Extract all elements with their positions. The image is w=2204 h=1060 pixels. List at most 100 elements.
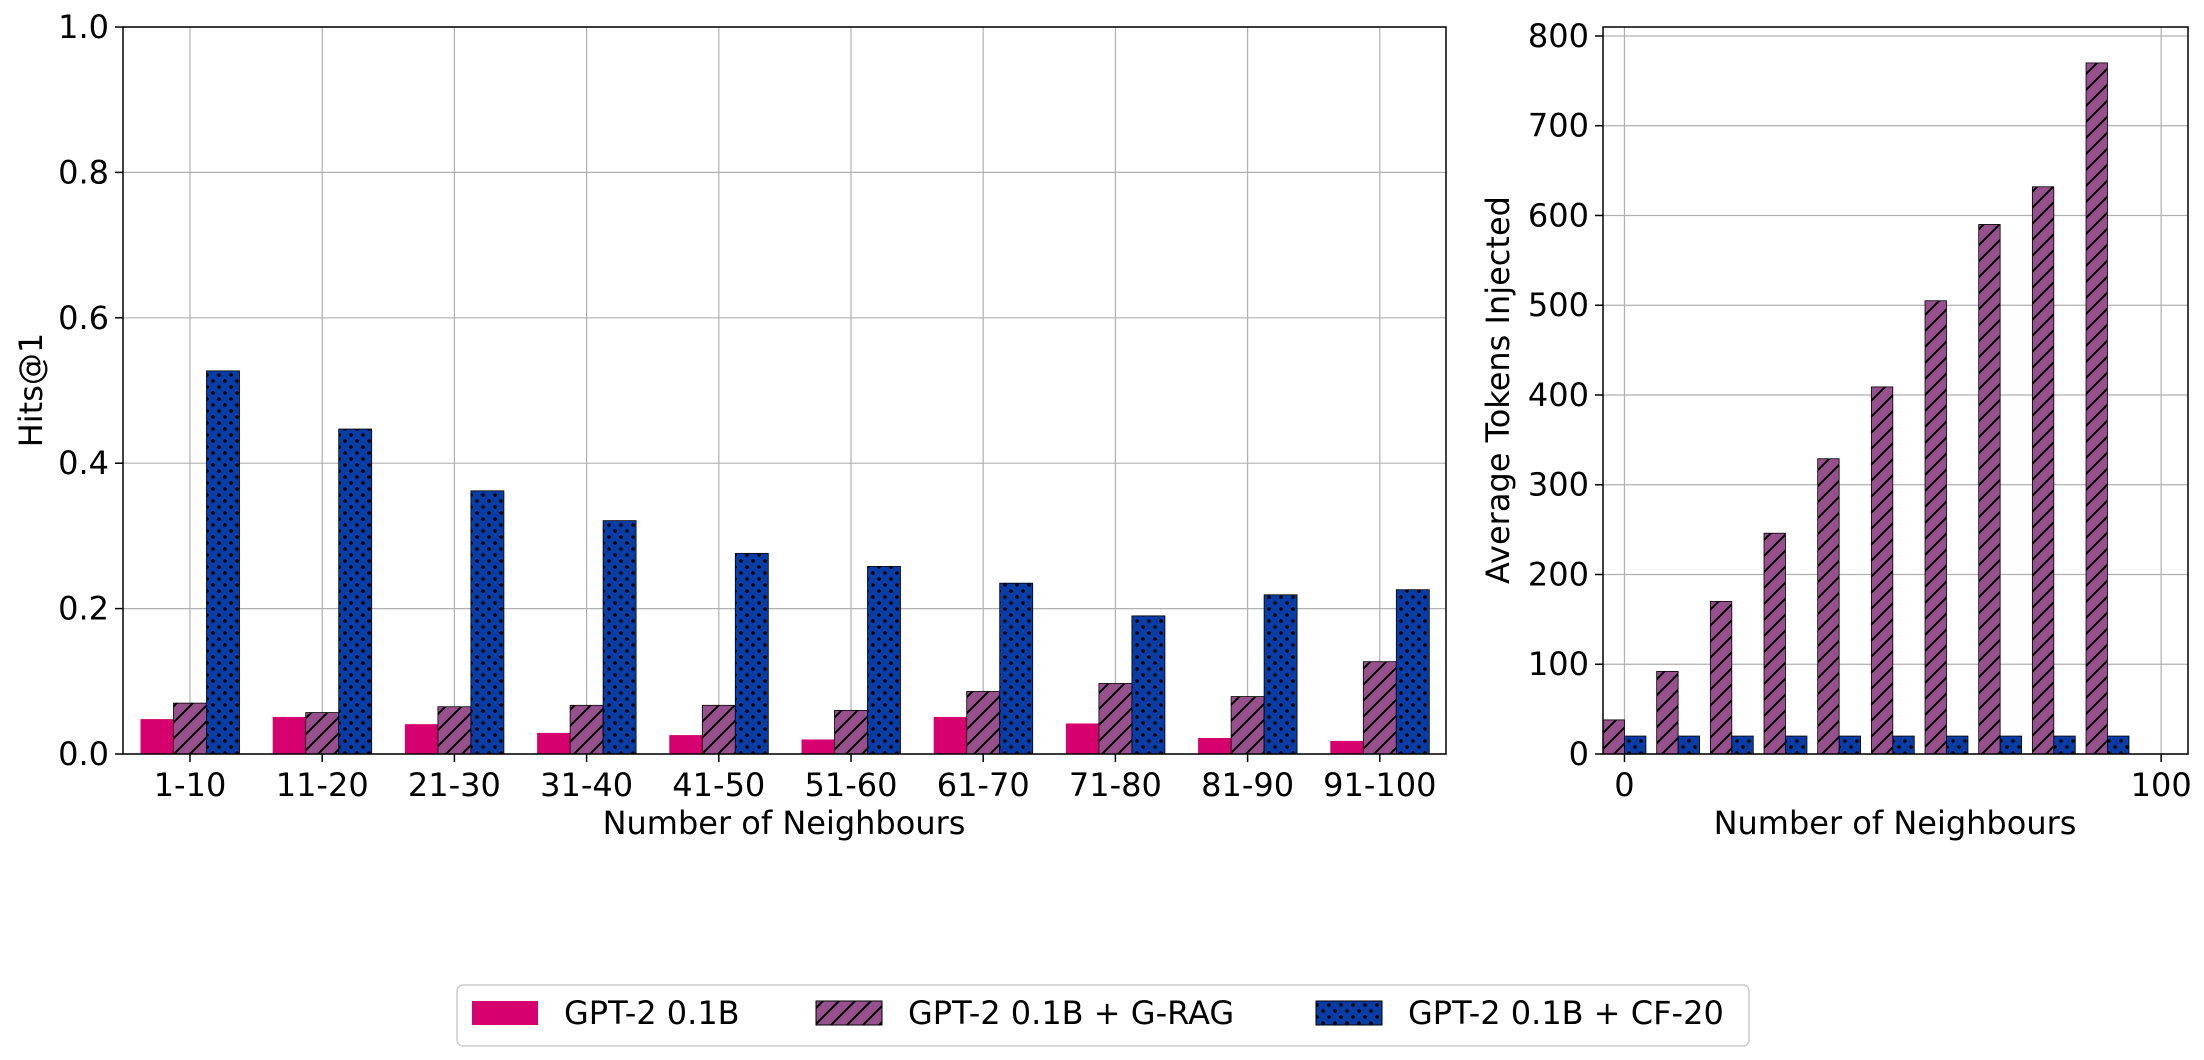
- legend-label-grag: GPT-2 0.1B + G-RAG: [908, 994, 1234, 1032]
- left-chart: 0.0 0.2 0.4 0.6 0.8 1.0 1-10 11-20 21-30 31-40 41…: [12, 8, 1447, 842]
- left-y-tick-label: 1.0: [58, 8, 109, 46]
- left-x-tick-label: 11-20: [276, 766, 369, 804]
- bar-right-series-0: [1602, 719, 1625, 755]
- bar-right-series-1: [1624, 735, 1647, 755]
- right-y-tick-label: 600: [1528, 196, 1589, 234]
- legend-swatch-grag: [815, 1000, 883, 1026]
- right-y-tick-label: 400: [1528, 376, 1589, 414]
- bar-left-series-1: [1362, 661, 1397, 755]
- bar-right-series-0: [2031, 186, 2055, 755]
- left-y-tick-label: 0.0: [58, 735, 109, 773]
- bar-left-series-2: [1263, 594, 1298, 755]
- bar-left-series-2: [206, 370, 240, 755]
- bar-left-series-0: [1065, 723, 1099, 754]
- bar-left-series-0: [933, 716, 967, 754]
- right-y-tick-label: 700: [1528, 107, 1589, 145]
- right-bars: [1602, 62, 2130, 755]
- right-x-tick-label: 100: [2131, 766, 2192, 804]
- right-y-tick-label: 0: [1569, 735, 1589, 773]
- bar-left-series-2: [470, 490, 505, 755]
- left-x-tick-label: 31-40: [540, 766, 633, 804]
- bar-right-series-1: [1838, 735, 1862, 755]
- right-y-tick-label: 200: [1528, 555, 1589, 593]
- bar-left-series-0: [1198, 738, 1232, 754]
- bar-right-series-1: [1892, 735, 1915, 755]
- bar-right-series-1: [1946, 735, 1969, 755]
- left-x-tick-label: 51-60: [805, 766, 898, 804]
- right-axes-frame: [1602, 26, 2189, 755]
- left-y-tick-label: 0.2: [58, 590, 109, 628]
- bar-right-series-1: [2107, 735, 2130, 755]
- bar-left-series-1: [437, 706, 472, 755]
- bar-left-series-0: [801, 739, 835, 754]
- left-grid: [123, 26, 1446, 755]
- right-y-tick-label: 500: [1528, 286, 1589, 324]
- left-x-tick-label: 41-50: [672, 766, 765, 804]
- right-x-tick-label: 0: [1614, 766, 1634, 804]
- left-y-tick-label: 0.8: [58, 153, 109, 191]
- bar-left-series-2: [1395, 589, 1430, 755]
- bar-right-series-1: [1999, 735, 2023, 755]
- left-x-tick-label: 81-90: [1201, 766, 1294, 804]
- bar-right-series-0: [1978, 224, 2001, 755]
- bar-left-series-1: [966, 691, 1001, 755]
- bar-left-series-0: [669, 735, 703, 754]
- bar-right-series-0: [1817, 458, 1840, 755]
- bar-left-series-2: [999, 582, 1034, 755]
- bar-right-series-1: [2053, 735, 2076, 755]
- bar-right-series-1: [1785, 735, 1808, 755]
- bar-right-series-0: [1656, 671, 1679, 755]
- bar-left-series-1: [305, 712, 340, 755]
- bar-left-series-0: [537, 732, 571, 754]
- legend-swatch-gpt2: [472, 1001, 538, 1025]
- right-y-tick-label: 800: [1528, 17, 1589, 55]
- bar-left-series-2: [338, 428, 373, 755]
- bar-left-series-2: [1131, 615, 1166, 755]
- left-y-tick-label: 0.6: [58, 299, 109, 337]
- legend-label-gpt2: GPT-2 0.1B: [564, 994, 740, 1032]
- bar-left-series-0: [272, 716, 306, 754]
- left-x-tick-label: 91-100: [1323, 766, 1436, 804]
- right-x-ticks: 0 100: [1614, 754, 2192, 804]
- bar-left-series-1: [834, 709, 868, 755]
- bar-left-series-1: [569, 704, 604, 755]
- bar-right-series-1: [1731, 735, 1754, 755]
- left-x-tick-label: 71-80: [1069, 766, 1162, 804]
- bar-left-series-1: [701, 704, 736, 755]
- left-y-axis-label: Hits@1: [12, 333, 50, 448]
- bar-right-series-0: [1709, 601, 1733, 755]
- left-bars: [140, 370, 1430, 755]
- bar-right-series-0: [1924, 300, 1947, 755]
- left-x-tick-label: 1-10: [154, 766, 227, 804]
- left-x-tick-label: 21-30: [408, 766, 501, 804]
- left-x-axis-label: Number of Neighbours: [603, 804, 966, 842]
- left-y-ticks: 0.0 0.2 0.4 0.6 0.8 1.0: [58, 8, 123, 773]
- bar-left-series-2: [734, 552, 769, 755]
- bar-left-series-2: [867, 566, 901, 755]
- bar-left-series-0: [404, 724, 438, 754]
- bar-left-series-1: [173, 702, 207, 755]
- bar-left-series-0: [140, 719, 174, 754]
- bar-left-series-0: [1330, 740, 1364, 754]
- bar-right-series-0: [1870, 386, 1894, 755]
- right-chart: 0 100 200 300 400 500 600 700 800 0 100 Average T…: [1479, 17, 2192, 842]
- bar-left-series-1: [1098, 683, 1133, 755]
- left-x-tick-label: 61-70: [937, 766, 1030, 804]
- bar-right-series-1: [1677, 735, 1701, 755]
- bar-right-series-0: [1763, 532, 1786, 755]
- left-y-tick-label: 0.4: [58, 444, 109, 482]
- left-axes-frame: [122, 26, 1447, 755]
- right-y-tick-label: 300: [1528, 466, 1589, 504]
- bar-left-series-1: [1230, 696, 1265, 755]
- right-y-axis-label: Average Tokens Injected: [1479, 196, 1517, 584]
- right-y-tick-label: 100: [1528, 645, 1589, 683]
- right-x-axis-label: Number of Neighbours: [1714, 804, 2077, 842]
- legend: GPT-2 0.1B GPT-2 0.1B + G-RAG GPT-2 0.1B…: [456, 984, 1750, 1047]
- legend-box: [456, 984, 1750, 1047]
- legend-swatch-cf20: [1315, 1000, 1383, 1026]
- left-x-ticks: 1-10 11-20 21-30 31-40 41-50 51-60 61-70 71-80 8…: [154, 754, 1436, 804]
- bar-right-series-0: [2085, 62, 2108, 755]
- right-y-ticks: 0 100 200 300 400 500 600 700 800: [1528, 17, 1603, 773]
- legend-label-cf20: GPT-2 0.1B + CF-20: [1408, 994, 1724, 1032]
